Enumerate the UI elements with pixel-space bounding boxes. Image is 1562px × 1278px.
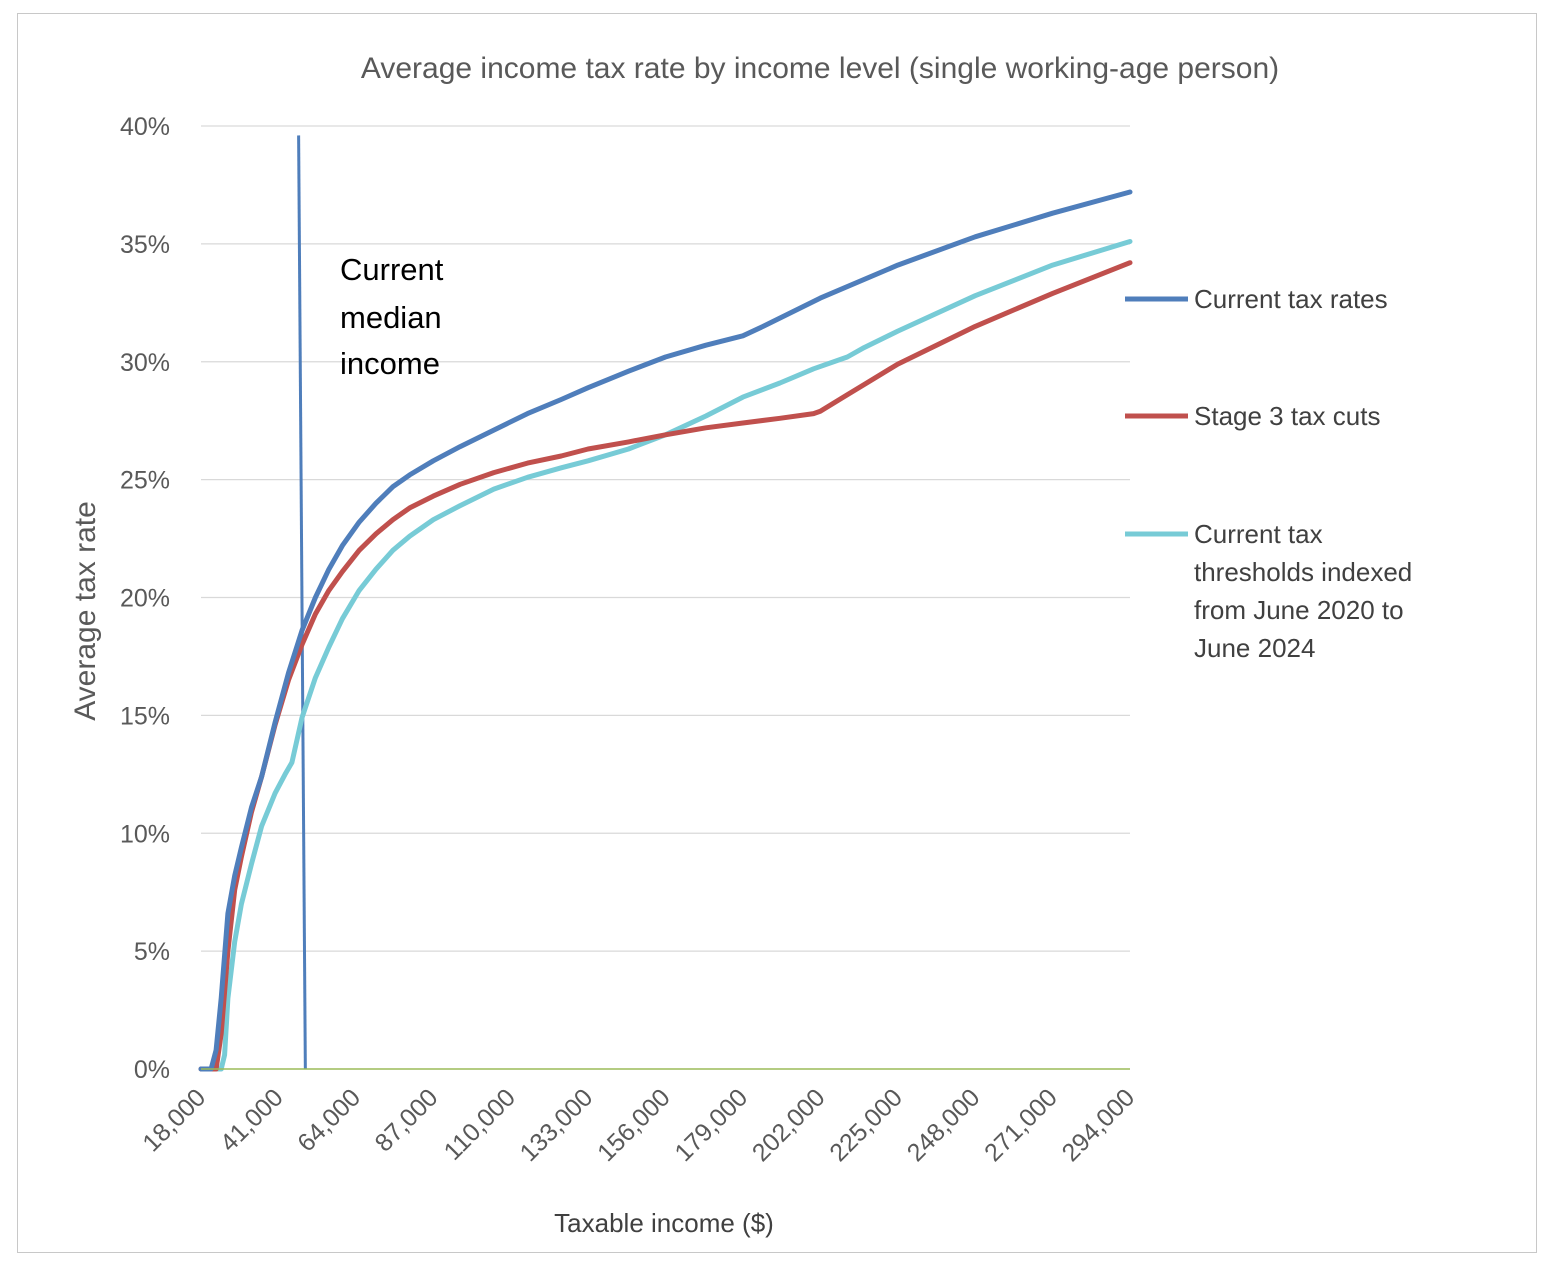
y-tick-label: 20%: [120, 585, 170, 613]
x-tick-label: 294,000: [1057, 1083, 1141, 1167]
x-tick-label: 87,000: [370, 1083, 444, 1157]
chart-title: Average income tax rate by income level …: [361, 52, 1279, 85]
legend-item-current-tax-rates[interactable]: Current tax rates: [1125, 284, 1388, 314]
x-tick-label: 248,000: [902, 1083, 986, 1167]
x-axis-title: Taxable income ($): [554, 1208, 774, 1238]
y-axis-ticks: 0% 5% 10% 15% 20% 25% 30% 35% 40%: [120, 113, 170, 1084]
chart-container: Average income tax rate by income level …: [17, 13, 1537, 1253]
median-label-line-1: Current: [340, 252, 444, 287]
x-tick-label: 110,000: [439, 1083, 521, 1165]
series-stage-3-tax-cuts: [198, 260, 1133, 1072]
x-tick-label: 271,000: [979, 1083, 1063, 1167]
y-tick-label: 15%: [120, 702, 170, 730]
median-label-line-3: income: [340, 346, 440, 381]
legend-item-stage-3-tax-cuts[interactable]: Stage 3 tax cuts: [1125, 401, 1380, 431]
y-tick-label: 35%: [120, 231, 170, 259]
y-tick-label: 10%: [120, 820, 170, 848]
median-label-line-2: median: [340, 300, 442, 335]
x-tick-label: 41,000: [215, 1083, 289, 1157]
series-current-tax-rates: [198, 189, 1133, 1072]
x-tick-label: 64,000: [292, 1083, 366, 1157]
y-axis-title: Average tax rate: [69, 501, 102, 721]
x-tick-label: 18,000: [137, 1083, 211, 1157]
x-tick-label: 156,000: [592, 1083, 676, 1167]
gridlines: [201, 125, 1130, 952]
y-tick-label: 25%: [120, 467, 170, 495]
chart-svg: Average income tax rate by income level …: [69, 52, 1412, 1238]
legend: Current tax rates Stage 3 tax cuts Curre…: [1125, 284, 1412, 663]
legend-label-indexed-thresholds: Current tax thresholds indexed from June 2…: [1194, 519, 1412, 663]
series-indexed-thresholds: [198, 239, 1133, 1072]
x-tick-label: 179,000: [669, 1083, 753, 1167]
legend-label-stage-3-tax-cuts: Stage 3 tax cuts: [1194, 401, 1380, 431]
legend-label-current-tax-rates: Current tax rates: [1194, 284, 1388, 314]
y-tick-label: 30%: [120, 349, 170, 377]
y-tick-label: 40%: [120, 113, 170, 141]
x-tick-label: 133,000: [515, 1083, 599, 1167]
x-tick-label: 202,000: [747, 1083, 831, 1167]
median-income-marker: Current median income: [297, 135, 444, 1070]
x-tick-label: 225,000: [824, 1083, 908, 1167]
y-tick-label: 5%: [134, 938, 170, 966]
x-axis-ticks: 18,000 41,000 64,000 87,000110,000133,00015…: [137, 1083, 1140, 1167]
median-income-line: [297, 135, 307, 1070]
series-lines: [198, 189, 1133, 1072]
legend-item-indexed-thresholds[interactable]: Current tax thresholds indexed from June 2…: [1125, 519, 1412, 663]
y-tick-label: 0%: [134, 1056, 170, 1084]
